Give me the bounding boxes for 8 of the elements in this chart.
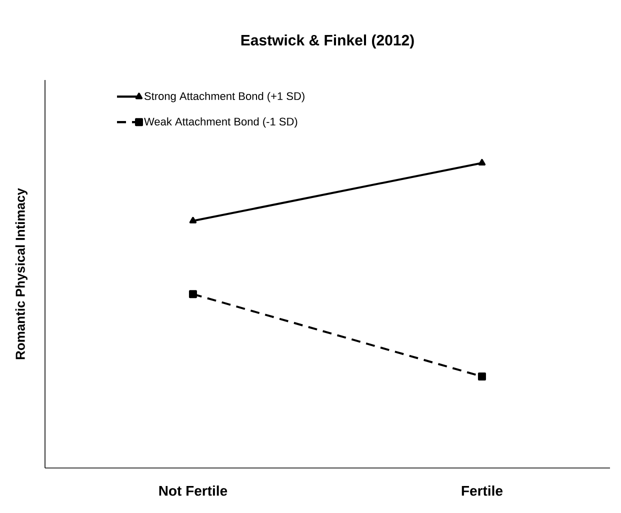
y-axis-title: Romantic Physical Intimacy — [15, 188, 28, 360]
point — [478, 372, 486, 380]
legend-label: Weak Attachment Bond (-1 SD) — [144, 117, 298, 128]
chart-title: Eastwick & Finkel (2012) — [241, 34, 414, 48]
x-tick-label: Not Fertile — [159, 486, 228, 496]
legend-label: Strong Attachment Bond (+1 SD) — [144, 92, 304, 102]
point — [188, 290, 197, 298]
x-tick-label: Fertile — [462, 486, 503, 496]
